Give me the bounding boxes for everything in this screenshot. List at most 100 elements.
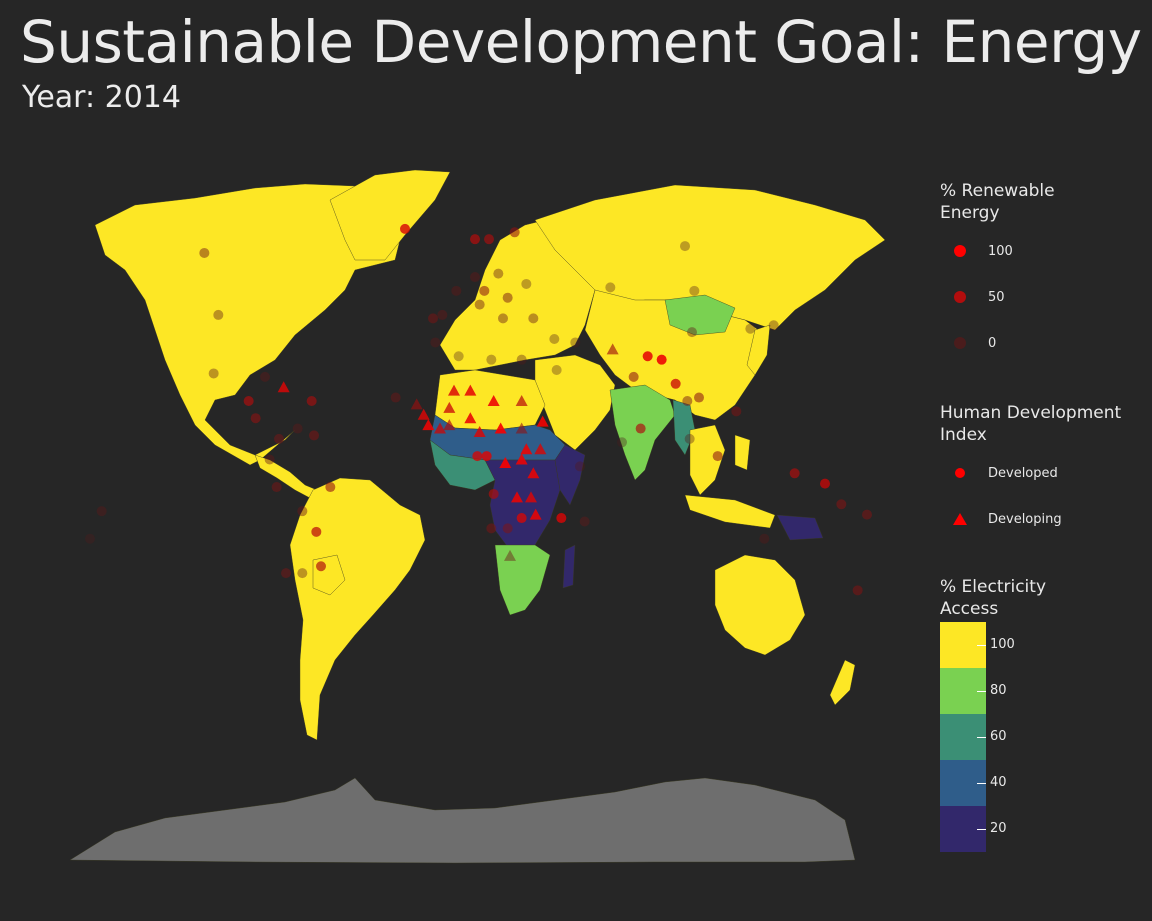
region-madagascar [562, 544, 576, 589]
developed-marker [579, 516, 590, 527]
developed-marker [852, 585, 863, 596]
developed-marker [502, 292, 513, 303]
developing-marker [504, 549, 516, 561]
developing-marker [417, 408, 430, 420]
developed-marker [430, 337, 441, 348]
developed-marker [498, 313, 508, 324]
legend-electricity-title-line1: % Electricity [940, 577, 1047, 597]
developed-marker [521, 278, 532, 289]
legend-hdi-item: Developed [940, 450, 1140, 496]
legend-renewable: % Renewable Energy 100 50 0 [940, 180, 1140, 366]
region-north-africa [434, 369, 546, 431]
legend-hdi-label: Developing [988, 511, 1062, 527]
colorbar-tick [977, 829, 986, 830]
developed-marker [428, 313, 438, 324]
region-south-america [289, 477, 426, 741]
developing-marker [277, 381, 290, 393]
legend-hdi-title-line1: Human Development [940, 403, 1122, 423]
colorbar-label: 20 [990, 821, 1007, 836]
colorbar: 100 80 60 40 20 [940, 622, 1140, 852]
developed-marker [528, 313, 539, 324]
legend-renewable-label: 0 [988, 335, 997, 351]
developed-marker [453, 351, 464, 362]
developed-marker [687, 327, 697, 338]
developed-marker [470, 272, 480, 283]
developed-marker [759, 533, 770, 544]
developing-marker [464, 412, 477, 424]
renewable-50-dot [954, 291, 966, 303]
legend-renewable-label: 50 [988, 289, 1005, 305]
legend-renewable-item: 100 [940, 228, 1140, 274]
developing-marker [525, 491, 537, 503]
developed-marker [502, 523, 513, 534]
legend-renewable-title-line1: % Renewable [940, 181, 1055, 201]
legend-renewable-label: 100 [988, 243, 1013, 259]
legend-renewable-title: % Renewable Energy [940, 180, 1140, 224]
developed-marker [309, 430, 319, 441]
developed-marker [472, 451, 483, 462]
region-southeast-asia [689, 424, 726, 496]
marker-layer [85, 223, 872, 596]
developing-marker [473, 425, 486, 437]
developed-marker [260, 371, 270, 382]
region-philippines [734, 434, 751, 471]
developed-marker [264, 454, 275, 465]
developed-circle-icon [955, 468, 965, 478]
developed-marker [635, 423, 646, 434]
developed-marker [575, 461, 585, 472]
developed-marker [481, 451, 492, 462]
developed-marker [731, 406, 742, 417]
colorbar-label: 80 [990, 683, 1007, 698]
developed-marker [556, 513, 567, 524]
region-southern-africa [494, 544, 551, 616]
developing-marker [534, 443, 547, 455]
developed-marker [400, 223, 410, 234]
legend-hdi-label: Developed [988, 465, 1058, 481]
developed-marker [551, 365, 562, 376]
developed-marker [516, 513, 527, 524]
developed-marker [768, 320, 779, 331]
developed-marker [316, 561, 326, 572]
developed-marker [509, 227, 520, 238]
legend-hdi: Human Development Index Developed Develo… [940, 402, 1140, 542]
region-central-africa [484, 459, 561, 551]
developed-marker [516, 354, 527, 365]
developed-marker [694, 392, 704, 403]
developed-marker [96, 506, 107, 517]
developed-marker [297, 568, 308, 579]
developed-marker [213, 309, 224, 320]
developed-marker [682, 395, 693, 406]
developed-marker [486, 523, 497, 534]
developed-marker [745, 323, 756, 334]
developed-marker [628, 371, 639, 382]
developed-marker [479, 285, 490, 296]
developing-marker [520, 443, 533, 455]
developing-marker [443, 419, 456, 431]
developing-marker [464, 384, 477, 396]
map-subtitle: Year: 2014 [22, 80, 181, 115]
developing-marker [410, 398, 423, 410]
developed-marker [670, 378, 681, 389]
developing-marker [606, 343, 619, 355]
renewable-100-dot [954, 245, 966, 257]
legend-electricity-title-line2: Access [940, 599, 999, 619]
developed-marker [486, 354, 497, 365]
developed-marker [862, 509, 872, 520]
developing-marker [434, 422, 446, 434]
developed-marker [605, 282, 616, 293]
developed-marker [642, 351, 653, 362]
developing-marker [515, 394, 528, 406]
developed-marker [250, 413, 261, 424]
region-central-america [254, 454, 318, 499]
region-greenland [329, 169, 451, 261]
world-map [69, 169, 886, 864]
developed-marker [85, 533, 95, 544]
developed-marker [271, 482, 282, 493]
colorbar-tick [977, 645, 986, 646]
developed-marker [274, 433, 284, 444]
developed-marker [208, 368, 219, 379]
developed-marker [712, 451, 723, 462]
developed-marker [390, 392, 401, 403]
developed-marker [451, 285, 462, 296]
developing-marker [511, 491, 523, 503]
